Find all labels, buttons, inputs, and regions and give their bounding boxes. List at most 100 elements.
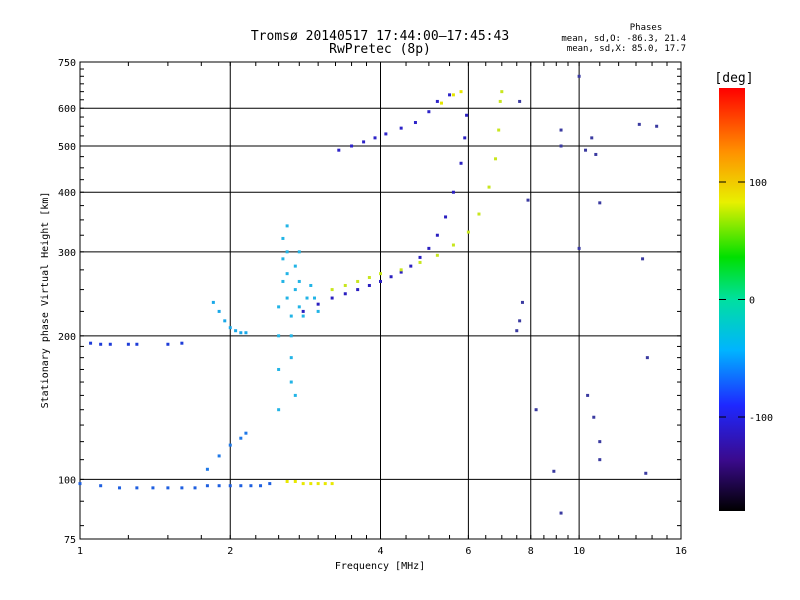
x-tick-label: 16 — [675, 546, 687, 557]
data-point — [285, 479, 289, 483]
data-point — [559, 128, 563, 132]
data-point — [518, 99, 522, 103]
data-point — [494, 157, 498, 161]
data-point — [151, 486, 155, 490]
data-point — [399, 270, 403, 274]
data-point — [217, 484, 221, 488]
data-point — [285, 296, 289, 300]
data-point — [99, 484, 103, 488]
data-point — [180, 341, 184, 345]
data-point — [281, 257, 285, 261]
grid-lines — [80, 62, 681, 539]
data-point — [594, 152, 598, 156]
data-point — [559, 511, 563, 515]
data-point — [477, 212, 481, 216]
data-point — [577, 74, 581, 78]
data-point — [498, 99, 502, 103]
data-point — [316, 482, 320, 486]
data-point — [448, 93, 452, 97]
data-point — [435, 253, 439, 257]
data-point — [644, 471, 648, 475]
y-tick-label: 100 — [58, 475, 76, 486]
data-point — [465, 113, 469, 117]
data-point — [277, 305, 281, 309]
data-point — [244, 331, 248, 335]
data-point — [217, 309, 221, 313]
data-point — [409, 264, 413, 268]
colorbar-label: [deg] — [714, 71, 753, 86]
data-point — [228, 484, 232, 488]
data-point — [379, 272, 382, 276]
data-point — [466, 230, 470, 234]
data-point — [463, 136, 467, 140]
data-point — [399, 126, 403, 130]
data-point — [598, 440, 602, 444]
data-point — [350, 144, 354, 148]
data-point — [293, 288, 297, 292]
data-point — [330, 288, 334, 292]
data-point — [520, 300, 524, 304]
data-point — [427, 110, 431, 114]
data-point — [166, 486, 170, 490]
data-point — [367, 276, 371, 280]
data-point — [297, 305, 301, 309]
data-point — [135, 486, 139, 490]
legend-line-o: mean, sd,O: -86.3, 21.4 — [561, 34, 686, 44]
data-point — [293, 264, 297, 268]
data-point — [515, 329, 519, 333]
data-point — [337, 148, 341, 152]
legend-line-x: mean, sd,X: 85.0, 17.7 — [567, 44, 686, 54]
data-point — [180, 486, 184, 490]
data-point — [534, 408, 538, 412]
data-point — [193, 486, 197, 490]
x-tick-label: 4 — [377, 546, 383, 557]
data-point — [451, 243, 455, 247]
data-point — [89, 341, 93, 345]
data-point — [228, 443, 232, 447]
data-point — [500, 90, 504, 94]
chart-subtitle: RwPretec (8p) — [329, 42, 431, 57]
data-point — [362, 140, 366, 144]
y-tick-label: 500 — [58, 142, 76, 153]
data-point — [126, 342, 130, 346]
data-point — [205, 484, 209, 488]
data-point — [356, 279, 360, 283]
y-tick-label: 200 — [58, 332, 76, 343]
data-point — [459, 161, 463, 165]
y-tick-label: 300 — [58, 248, 76, 259]
data-point — [285, 272, 289, 276]
data-point — [598, 458, 602, 462]
legend-title: Phases — [630, 23, 663, 33]
colorbar-tick-label: -100 — [749, 413, 773, 424]
data-point — [108, 342, 112, 346]
data-point — [367, 283, 371, 287]
data-point — [418, 260, 422, 264]
data-point — [316, 302, 320, 306]
x-axis-label: Frequency [MHz] — [335, 561, 425, 572]
x-tick-label: 2 — [227, 546, 233, 557]
x-tick-label: 8 — [528, 546, 534, 557]
data-point — [330, 482, 334, 486]
data-point — [239, 436, 243, 440]
colorbar-tick-label: 0 — [749, 296, 755, 307]
data-point — [435, 233, 439, 237]
data-point — [312, 296, 316, 300]
data-point — [637, 122, 641, 126]
data-point — [451, 93, 455, 97]
data-point — [289, 314, 293, 318]
data-point — [118, 486, 122, 490]
data-point — [211, 300, 215, 304]
data-point — [281, 236, 285, 240]
data-point — [289, 380, 293, 384]
data-point — [289, 334, 293, 338]
data-point — [518, 319, 522, 323]
data-point — [440, 101, 444, 105]
data-point — [297, 279, 301, 283]
data-point — [323, 482, 327, 486]
data-point — [379, 279, 382, 283]
data-point — [285, 250, 289, 254]
data-point — [399, 268, 403, 272]
y-tick-label: 400 — [58, 188, 76, 199]
data-point — [305, 296, 309, 300]
